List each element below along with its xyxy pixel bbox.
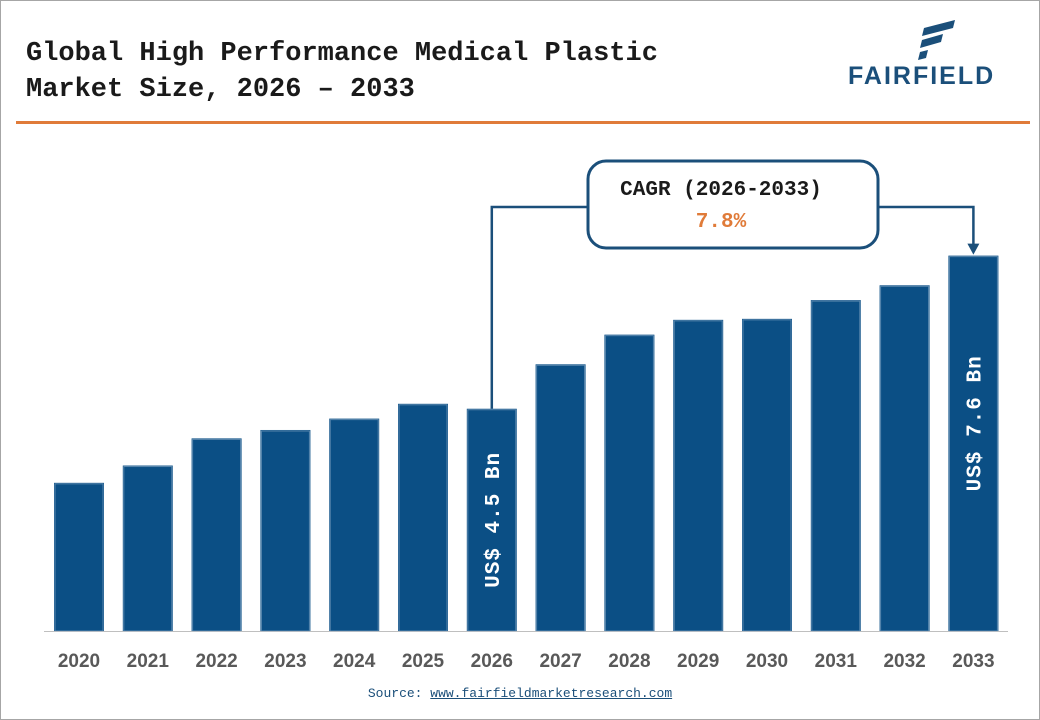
bar-outline-2033 (948, 256, 998, 632)
bar-outline-2030 (742, 319, 792, 632)
bar-outline-2027 (536, 364, 586, 632)
bar-2026 (466, 408, 517, 631)
bar-2021 (122, 465, 173, 631)
bar-2029 (673, 319, 724, 631)
bar-outline-2029 (673, 320, 723, 632)
x-tick-label-2025: 2025 (402, 651, 445, 672)
bar-outline-2020 (54, 483, 104, 632)
bar-value-label-2026: US$ 4.5 Bn (483, 452, 506, 588)
x-tick-label-2030: 2030 (746, 651, 788, 672)
bar-outline-2032 (880, 285, 930, 632)
x-tick-label-2027: 2027 (539, 651, 581, 672)
callout-connector-left (490, 205, 588, 409)
bar-2030 (742, 318, 792, 631)
bar-2024 (329, 418, 380, 631)
bar-outline-2022 (192, 438, 242, 632)
bar-outline-2023 (260, 430, 310, 632)
title-line-1: Global High Performance Medical Plastic (26, 39, 658, 69)
x-tick-label-2021: 2021 (127, 651, 170, 672)
bar-2023 (260, 429, 311, 631)
x-tick-label-2023: 2023 (264, 651, 306, 672)
bar-outline-2024 (329, 419, 379, 632)
cagr-label: CAGR (2026-2033) (620, 179, 822, 202)
callout-arrow-icon (967, 243, 980, 255)
callout-connector-right (878, 205, 975, 246)
x-tick-label-2033: 2033 (952, 651, 994, 672)
bar-outline-2026 (467, 409, 517, 632)
header-divider (16, 121, 1030, 124)
bar-2028 (604, 334, 655, 631)
x-tick-label-2029: 2029 (677, 651, 719, 672)
bar-outline-2025 (398, 404, 448, 632)
source-line: Source: www.fairfieldmarketresearch.com (0, 686, 1040, 701)
bar-outline-2031 (811, 300, 861, 632)
bar-2022 (191, 438, 242, 631)
x-tick-label-2022: 2022 (195, 651, 237, 672)
x-tick-label-2020: 2020 (58, 651, 100, 672)
x-tick-label-2032: 2032 (883, 651, 925, 672)
bar-value-label-2033: US$ 7.6 Bn (964, 355, 987, 491)
cagr-value: 7.8% (696, 211, 747, 234)
bar-2031 (810, 300, 861, 631)
page-title: Global High Performance Medical Plastic … (26, 36, 806, 108)
source-link[interactable]: www.fairfieldmarketresearch.com (430, 686, 673, 701)
fairfield-logo: FAIRFIELD (848, 18, 1028, 90)
bar-2025 (398, 403, 448, 631)
logo-text: FAIRFIELD (848, 62, 996, 90)
x-tick-label-2024: 2024 (333, 651, 376, 672)
bar-2032 (879, 285, 930, 631)
x-tick-label-2026: 2026 (471, 651, 513, 672)
logo-mark-icon (918, 20, 955, 60)
title-line-2: Market Size, 2026 – 2033 (26, 75, 415, 105)
bar-outline-2021 (123, 466, 173, 632)
bar-outline-2028 (604, 335, 654, 632)
bar-2020 (54, 482, 104, 631)
bar-2033 (948, 255, 999, 631)
x-tick-label-2031: 2031 (815, 651, 858, 672)
x-tick-label-2028: 2028 (608, 651, 650, 672)
bar-2027 (535, 364, 586, 631)
source-prefix: Source: (367, 686, 431, 701)
cagr-callout-box (586, 159, 880, 250)
